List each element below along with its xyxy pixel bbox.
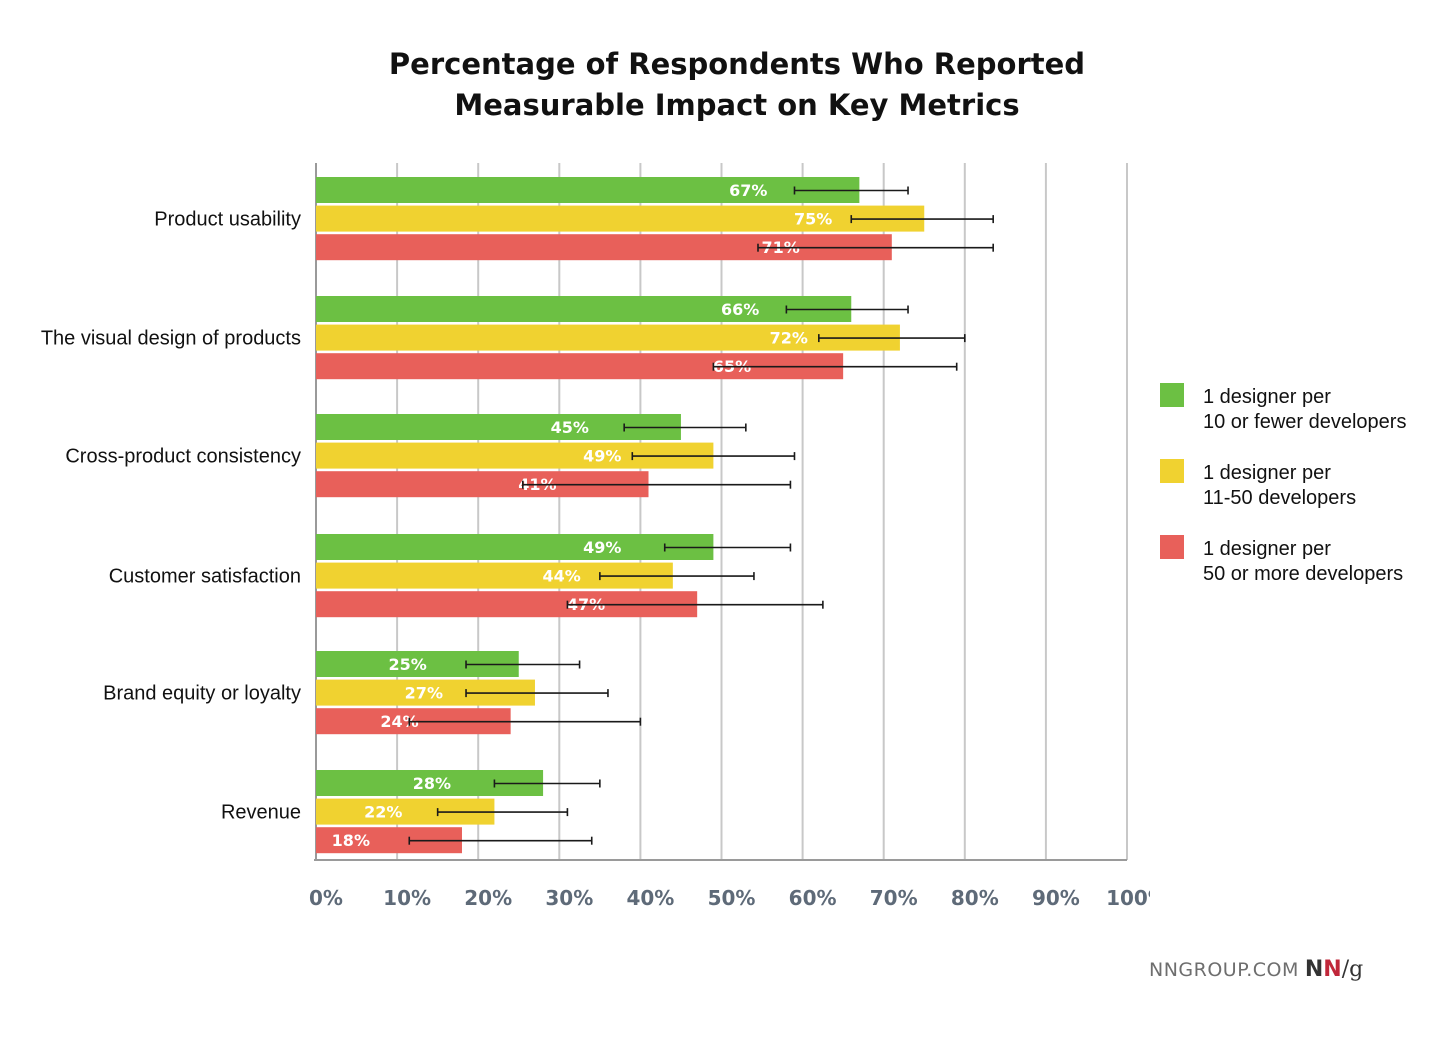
x-tick-label: 80% <box>951 886 999 910</box>
brand-site-text: NNGROUP.COM <box>1149 959 1299 981</box>
legend-swatch-green <box>1160 383 1184 407</box>
x-tick-label: 20% <box>464 886 512 910</box>
x-tick-label: 70% <box>870 886 918 910</box>
legend-label-line: 50 or more developers <box>1203 563 1404 585</box>
chart-title: Percentage of Respondents Who Reported M… <box>0 44 1431 126</box>
data-label: 45% <box>551 418 589 437</box>
bar-chart: 0% 10% 20% 30% 40% 50% 60% 70% 80% 90% 100% 67% 75% 7… <box>41 163 1150 910</box>
category-label: Cross-product consistency <box>65 446 301 468</box>
category-label: The visual design of products <box>41 328 301 350</box>
data-label: 72% <box>770 329 808 348</box>
bar <box>316 324 900 351</box>
legend-label-line: 1 designer per <box>1203 538 1331 560</box>
legend-label-line: 10 or fewer developers <box>1203 411 1407 433</box>
data-label: 67% <box>729 181 767 200</box>
data-label: 28% <box>413 774 451 793</box>
data-label: 24% <box>380 712 418 731</box>
data-label: 66% <box>721 300 759 319</box>
bar <box>316 205 925 232</box>
chart-title-line-2: Measurable Impact on Key Metrics <box>454 88 1020 122</box>
bar <box>316 296 852 322</box>
x-tick-label: 60% <box>789 886 837 910</box>
legend-label-line: 1 designer per <box>1203 462 1331 484</box>
data-label: 27% <box>405 684 443 703</box>
x-tick-label: 90% <box>1032 886 1080 910</box>
legend-label-line: 1 designer per <box>1203 386 1331 408</box>
data-label: 44% <box>543 567 581 586</box>
legend-swatch-red <box>1160 535 1184 559</box>
x-tick-label: 100% <box>1106 886 1150 910</box>
x-tick-label: 0% <box>309 886 343 910</box>
bar <box>316 534 714 560</box>
x-tick-label: 50% <box>708 886 756 910</box>
x-tick-label: 10% <box>383 886 431 910</box>
category-label: Customer satisfaction <box>109 566 301 588</box>
category-label: Revenue <box>221 802 301 824</box>
chart-title-line-1: Percentage of Respondents Who Reported <box>388 47 1086 81</box>
x-tick-label: 40% <box>626 886 674 910</box>
category-label: Brand equity or loyalty <box>103 683 301 705</box>
logo-letter: N <box>1304 957 1324 982</box>
data-label: 18% <box>332 831 370 850</box>
data-label: 22% <box>364 803 402 822</box>
logo-letter: N <box>1323 957 1342 982</box>
data-label: 49% <box>583 538 621 557</box>
data-label: 25% <box>388 655 426 674</box>
logo-letter: /g <box>1341 957 1364 982</box>
x-tick-label: 30% <box>545 886 593 910</box>
data-label: 75% <box>794 210 832 229</box>
bar <box>316 177 860 203</box>
legend-swatch-yellow <box>1160 459 1184 483</box>
category-label: Product usability <box>154 209 301 231</box>
bar <box>316 414 681 440</box>
legend-label-line: 11-50 developers <box>1203 487 1357 509</box>
nng-logo: NN/g <box>1305 957 1363 982</box>
brand-footer: NNGROUP.COM NN/g <box>1149 957 1363 982</box>
data-label: 49% <box>583 447 621 466</box>
